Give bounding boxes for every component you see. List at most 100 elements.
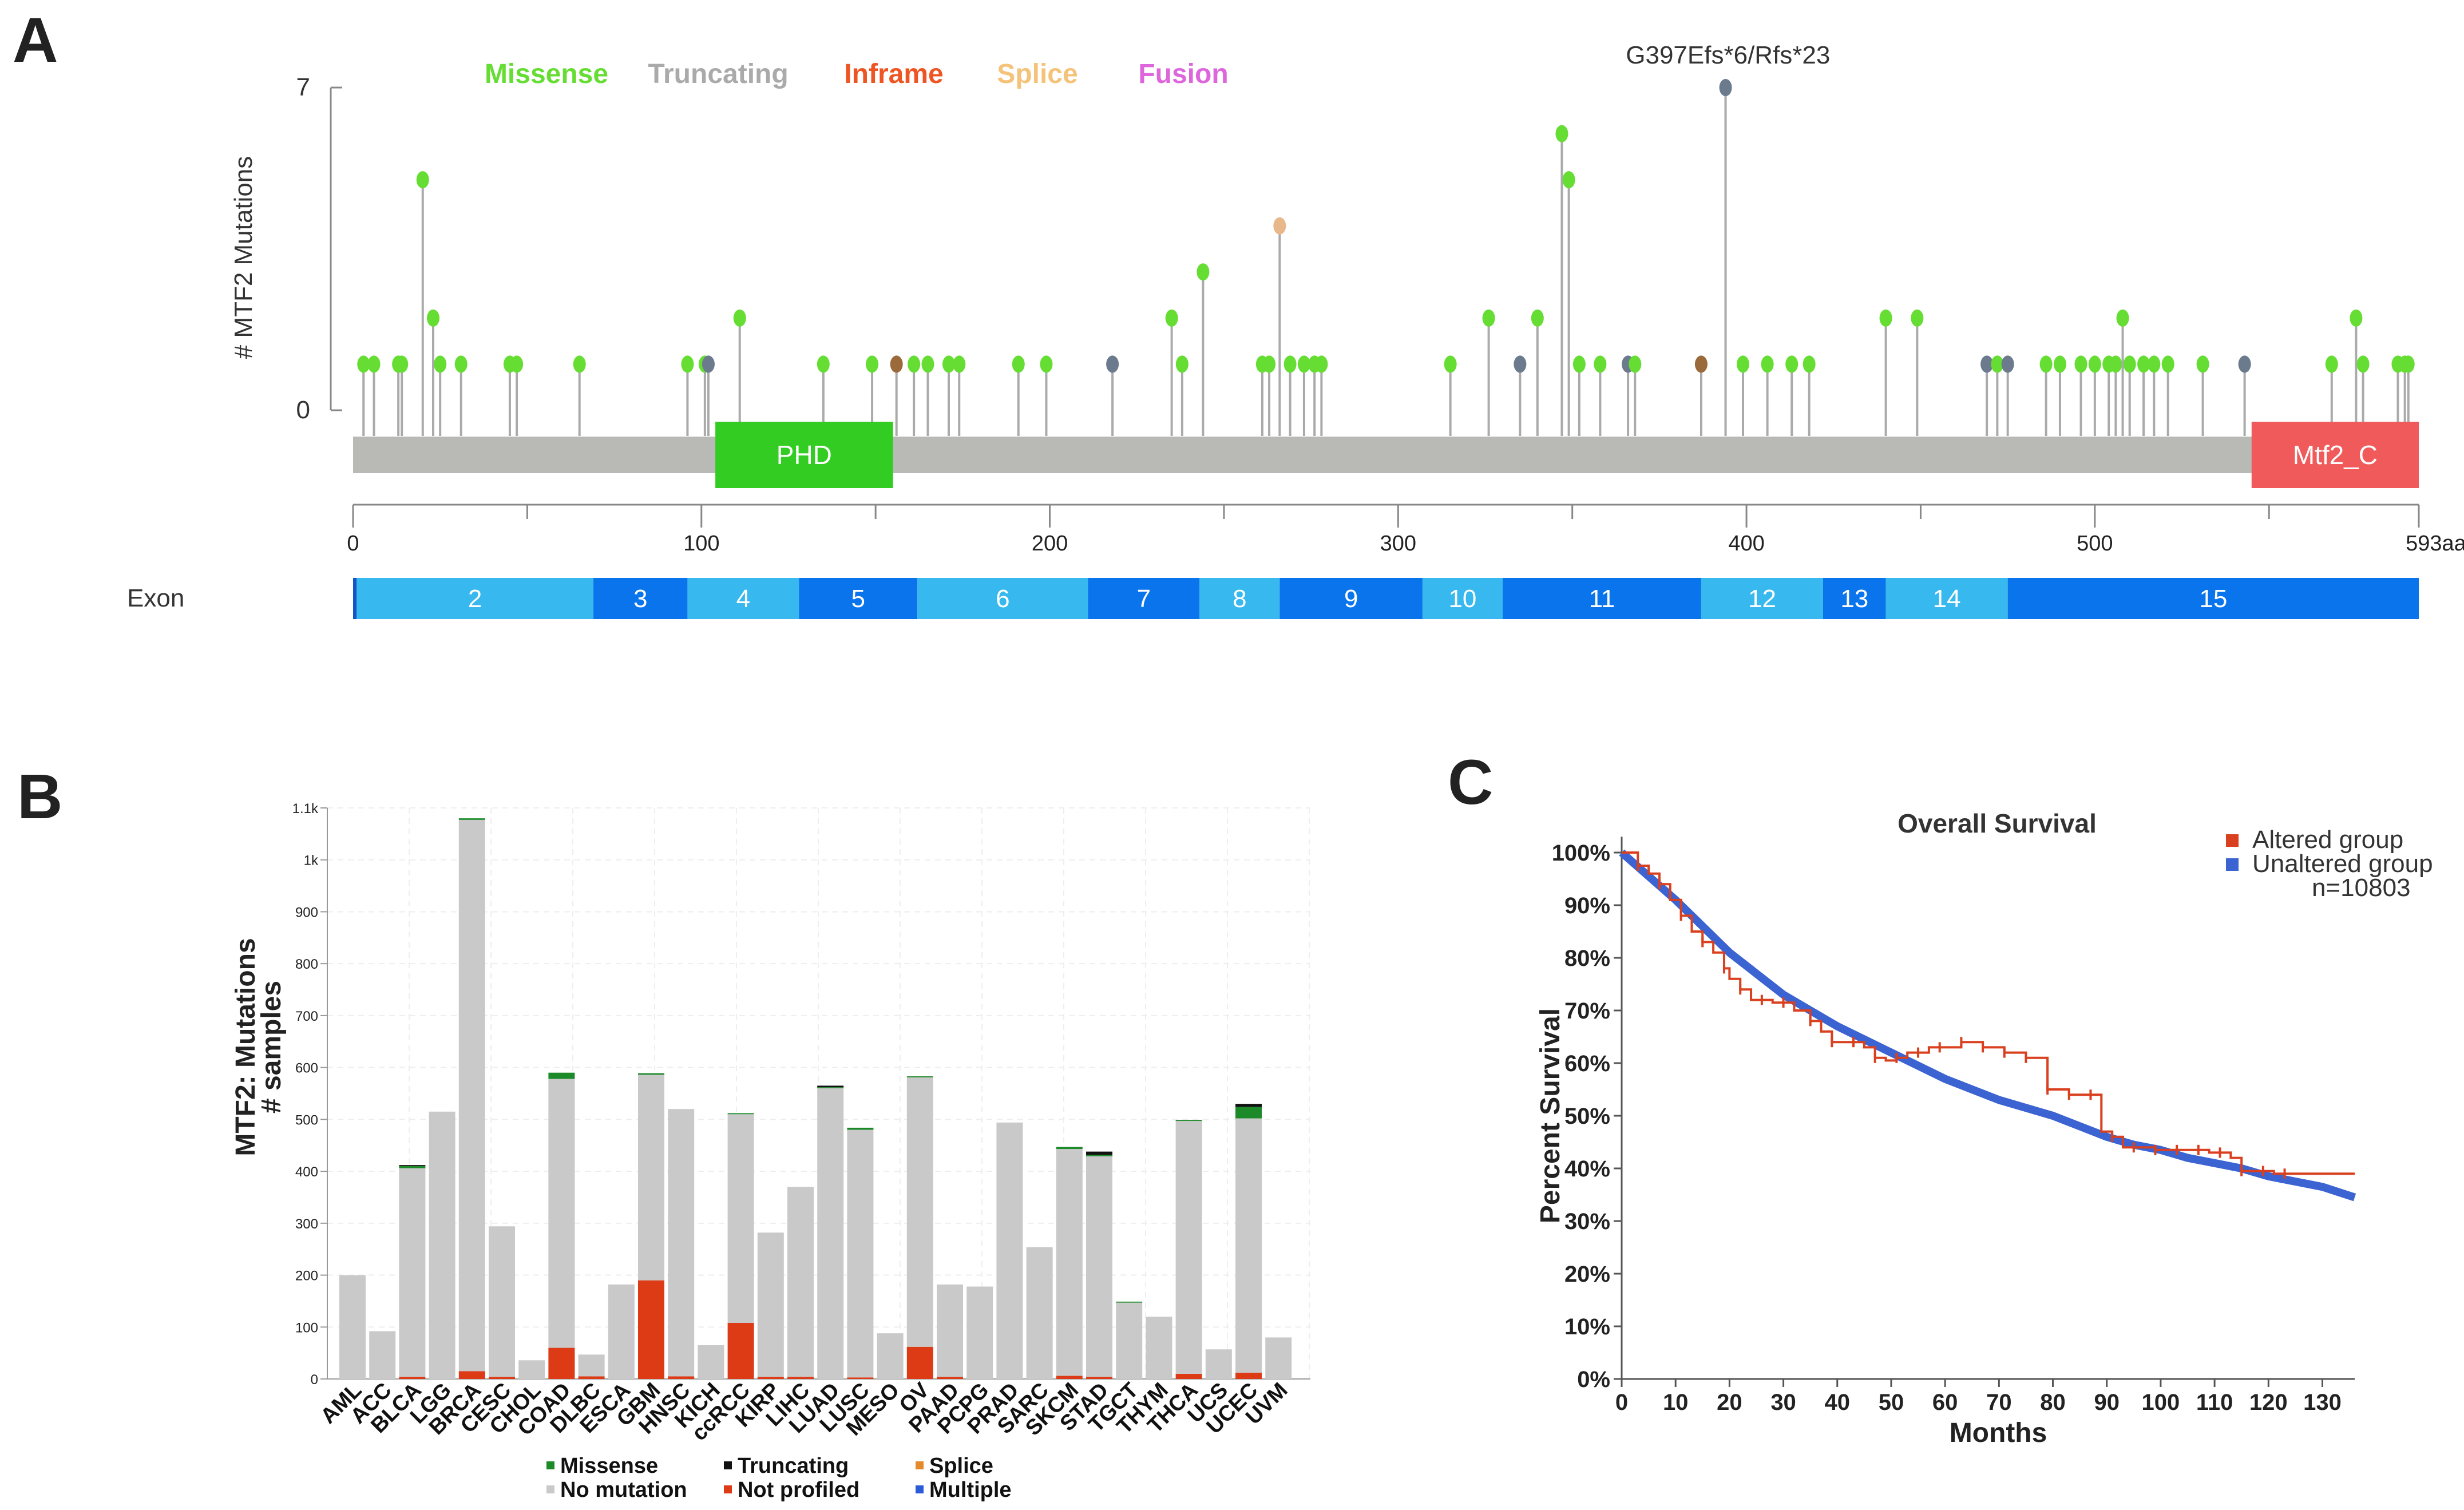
lollipop-head-truncating <box>2238 355 2251 373</box>
bar-ucec-no-mutation <box>1235 1118 1262 1373</box>
lollipop-head-missense <box>427 309 440 327</box>
lollipop-head-missense <box>1297 355 1310 373</box>
legend-inframe: Inframe <box>844 59 943 89</box>
domain-phd <box>715 422 893 488</box>
bar-chol-no-mutation <box>518 1360 545 1379</box>
bar-stad-no-mutation <box>1086 1156 1112 1377</box>
bar-lgg-no-mutation <box>429 1111 455 1379</box>
bar-skcm-no-mutation <box>1056 1149 1083 1376</box>
exon-label: 5 <box>851 585 865 613</box>
bar-dlbc-no-mutation <box>578 1354 605 1377</box>
bar-stad-missense <box>1086 1155 1112 1156</box>
bar-coad-missense <box>548 1072 575 1079</box>
lollipop-head-splice <box>1694 355 1708 373</box>
lollipop-head-missense <box>1040 355 1053 373</box>
mutation-type-legend: Missense Truncating Inframe Splice Fusion <box>485 59 1229 89</box>
lollipop-head-missense <box>1197 263 1210 281</box>
x-tick-label: 100 <box>2142 1390 2180 1415</box>
bars <box>339 818 1292 1379</box>
lollipop-head-missense <box>1736 355 1749 373</box>
x-tick-label: 120 <box>2249 1390 2288 1415</box>
bar-ov-no-mutation <box>906 1077 933 1347</box>
legend-swatch <box>2226 834 2239 847</box>
exon-13 <box>1823 578 1886 619</box>
exon-1 <box>353 578 358 619</box>
lollipop-head-missense <box>1911 309 1924 327</box>
bar-blca-truncating <box>399 1165 426 1167</box>
exon-6 <box>917 578 1088 619</box>
lollipop-head-missense <box>1991 355 2004 373</box>
lollipop-head-missense <box>1785 355 1799 373</box>
x-tick-label: 0 <box>1615 1390 1628 1415</box>
bar-hnsc-no-mutation <box>668 1109 695 1377</box>
y-tick-label: 300 <box>295 1216 318 1232</box>
bar-lusc-not-profiled <box>847 1377 874 1379</box>
bar-kich-no-mutation <box>698 1345 724 1379</box>
exon-7 <box>1088 578 1200 619</box>
lollipop-head-missense <box>2137 355 2150 373</box>
bar-thca-missense <box>1175 1120 1202 1121</box>
exon-label: Exon <box>127 584 184 612</box>
exon-3 <box>593 578 688 619</box>
bar-cesc-not-profiled <box>489 1377 515 1379</box>
lollipop-head-missense <box>2039 355 2053 373</box>
lollipop-head-missense <box>395 355 409 373</box>
bar-stad-truncating <box>1086 1151 1112 1155</box>
legend-splice: Splice <box>997 59 1077 89</box>
exon-4 <box>687 578 799 619</box>
y-tick-label: 60% <box>1564 1051 1610 1076</box>
legend-label: Missense <box>560 1454 658 1478</box>
lollipop-head-missense <box>1555 125 1568 142</box>
bar-paad-no-mutation <box>937 1284 963 1377</box>
survival-curves <box>1619 849 2356 1202</box>
bar-gbm-no-mutation <box>638 1075 664 1281</box>
bar-lusc-missense <box>847 1127 874 1130</box>
protein-backbone <box>353 437 2419 473</box>
lollipop-head-missense <box>1315 355 1328 373</box>
bar-lusc-no-mutation <box>847 1129 874 1378</box>
lollipop-head-truncating <box>702 355 715 373</box>
x-tick-label: 40 <box>1825 1390 1851 1415</box>
lollipop-head-missense <box>953 355 966 373</box>
exon-label: 8 <box>1233 585 1246 613</box>
lollipop-head-missense <box>733 309 746 327</box>
lollipop-head-truncating <box>1980 355 1994 373</box>
x-tick-label: 100 <box>683 532 719 556</box>
lollipop-head-missense <box>2148 355 2161 373</box>
survival-chart: Overall Survival 0% 10% 20% 30% 40% 50% 60% 70%… <box>1535 808 2433 1448</box>
y-axis-label: # MTF2 Mutations <box>229 156 258 359</box>
bar-legend: Missense Truncating Splice No mutation Not p… <box>546 1454 1012 1502</box>
bar-skcm-not-profiled <box>1056 1376 1083 1379</box>
exon-label: 11 <box>1589 585 1615 613</box>
y-tick-label: 50% <box>1564 1104 1610 1129</box>
exon-label: 13 <box>1840 585 1868 613</box>
lollipop-head-missense <box>2074 355 2087 373</box>
curve-unaltered-group <box>1619 849 2356 1202</box>
lollipop-head-missense <box>454 355 468 373</box>
legend-label: Unaltered group <box>2252 850 2433 878</box>
bar-lihc-no-mutation <box>787 1187 814 1377</box>
protein-track: PHD Mtf2_C <box>353 422 2419 488</box>
y-tick-label: 20% <box>1564 1262 1610 1287</box>
lollipop-head-missense <box>817 355 830 373</box>
bar-sarc-no-mutation <box>1026 1247 1053 1379</box>
bar-prad-no-mutation <box>996 1122 1023 1379</box>
legend-truncating: Truncating <box>648 59 788 89</box>
bar-coad-not-profiled <box>548 1347 575 1379</box>
legend-label: Splice <box>929 1454 993 1478</box>
lollipop-head-missense <box>1594 355 1607 373</box>
y-axis: 0 100 200 300 400 500 600 700 800 900 1k 1.1k <box>292 801 1310 1388</box>
y-tick-label: 800 <box>295 957 318 972</box>
bar-blca-no-mutation <box>399 1168 426 1377</box>
y-tick-label: 100% <box>1552 841 1610 866</box>
x-tick-label: 50 <box>1879 1390 1904 1415</box>
lollipop-head-missense <box>1879 309 1892 327</box>
bar-ov-missense <box>906 1076 933 1077</box>
y-tick-label: 500 <box>295 1112 318 1128</box>
x-axis: 0 100 200 300 400 500 593aa <box>347 504 2464 556</box>
lollipop-head-missense <box>1562 171 1575 189</box>
panel-label-b: B <box>17 762 62 832</box>
domain-label: Mtf2_C <box>2293 440 2378 470</box>
exon-label: 4 <box>736 585 750 613</box>
y-tick-label: 30% <box>1564 1209 1610 1234</box>
